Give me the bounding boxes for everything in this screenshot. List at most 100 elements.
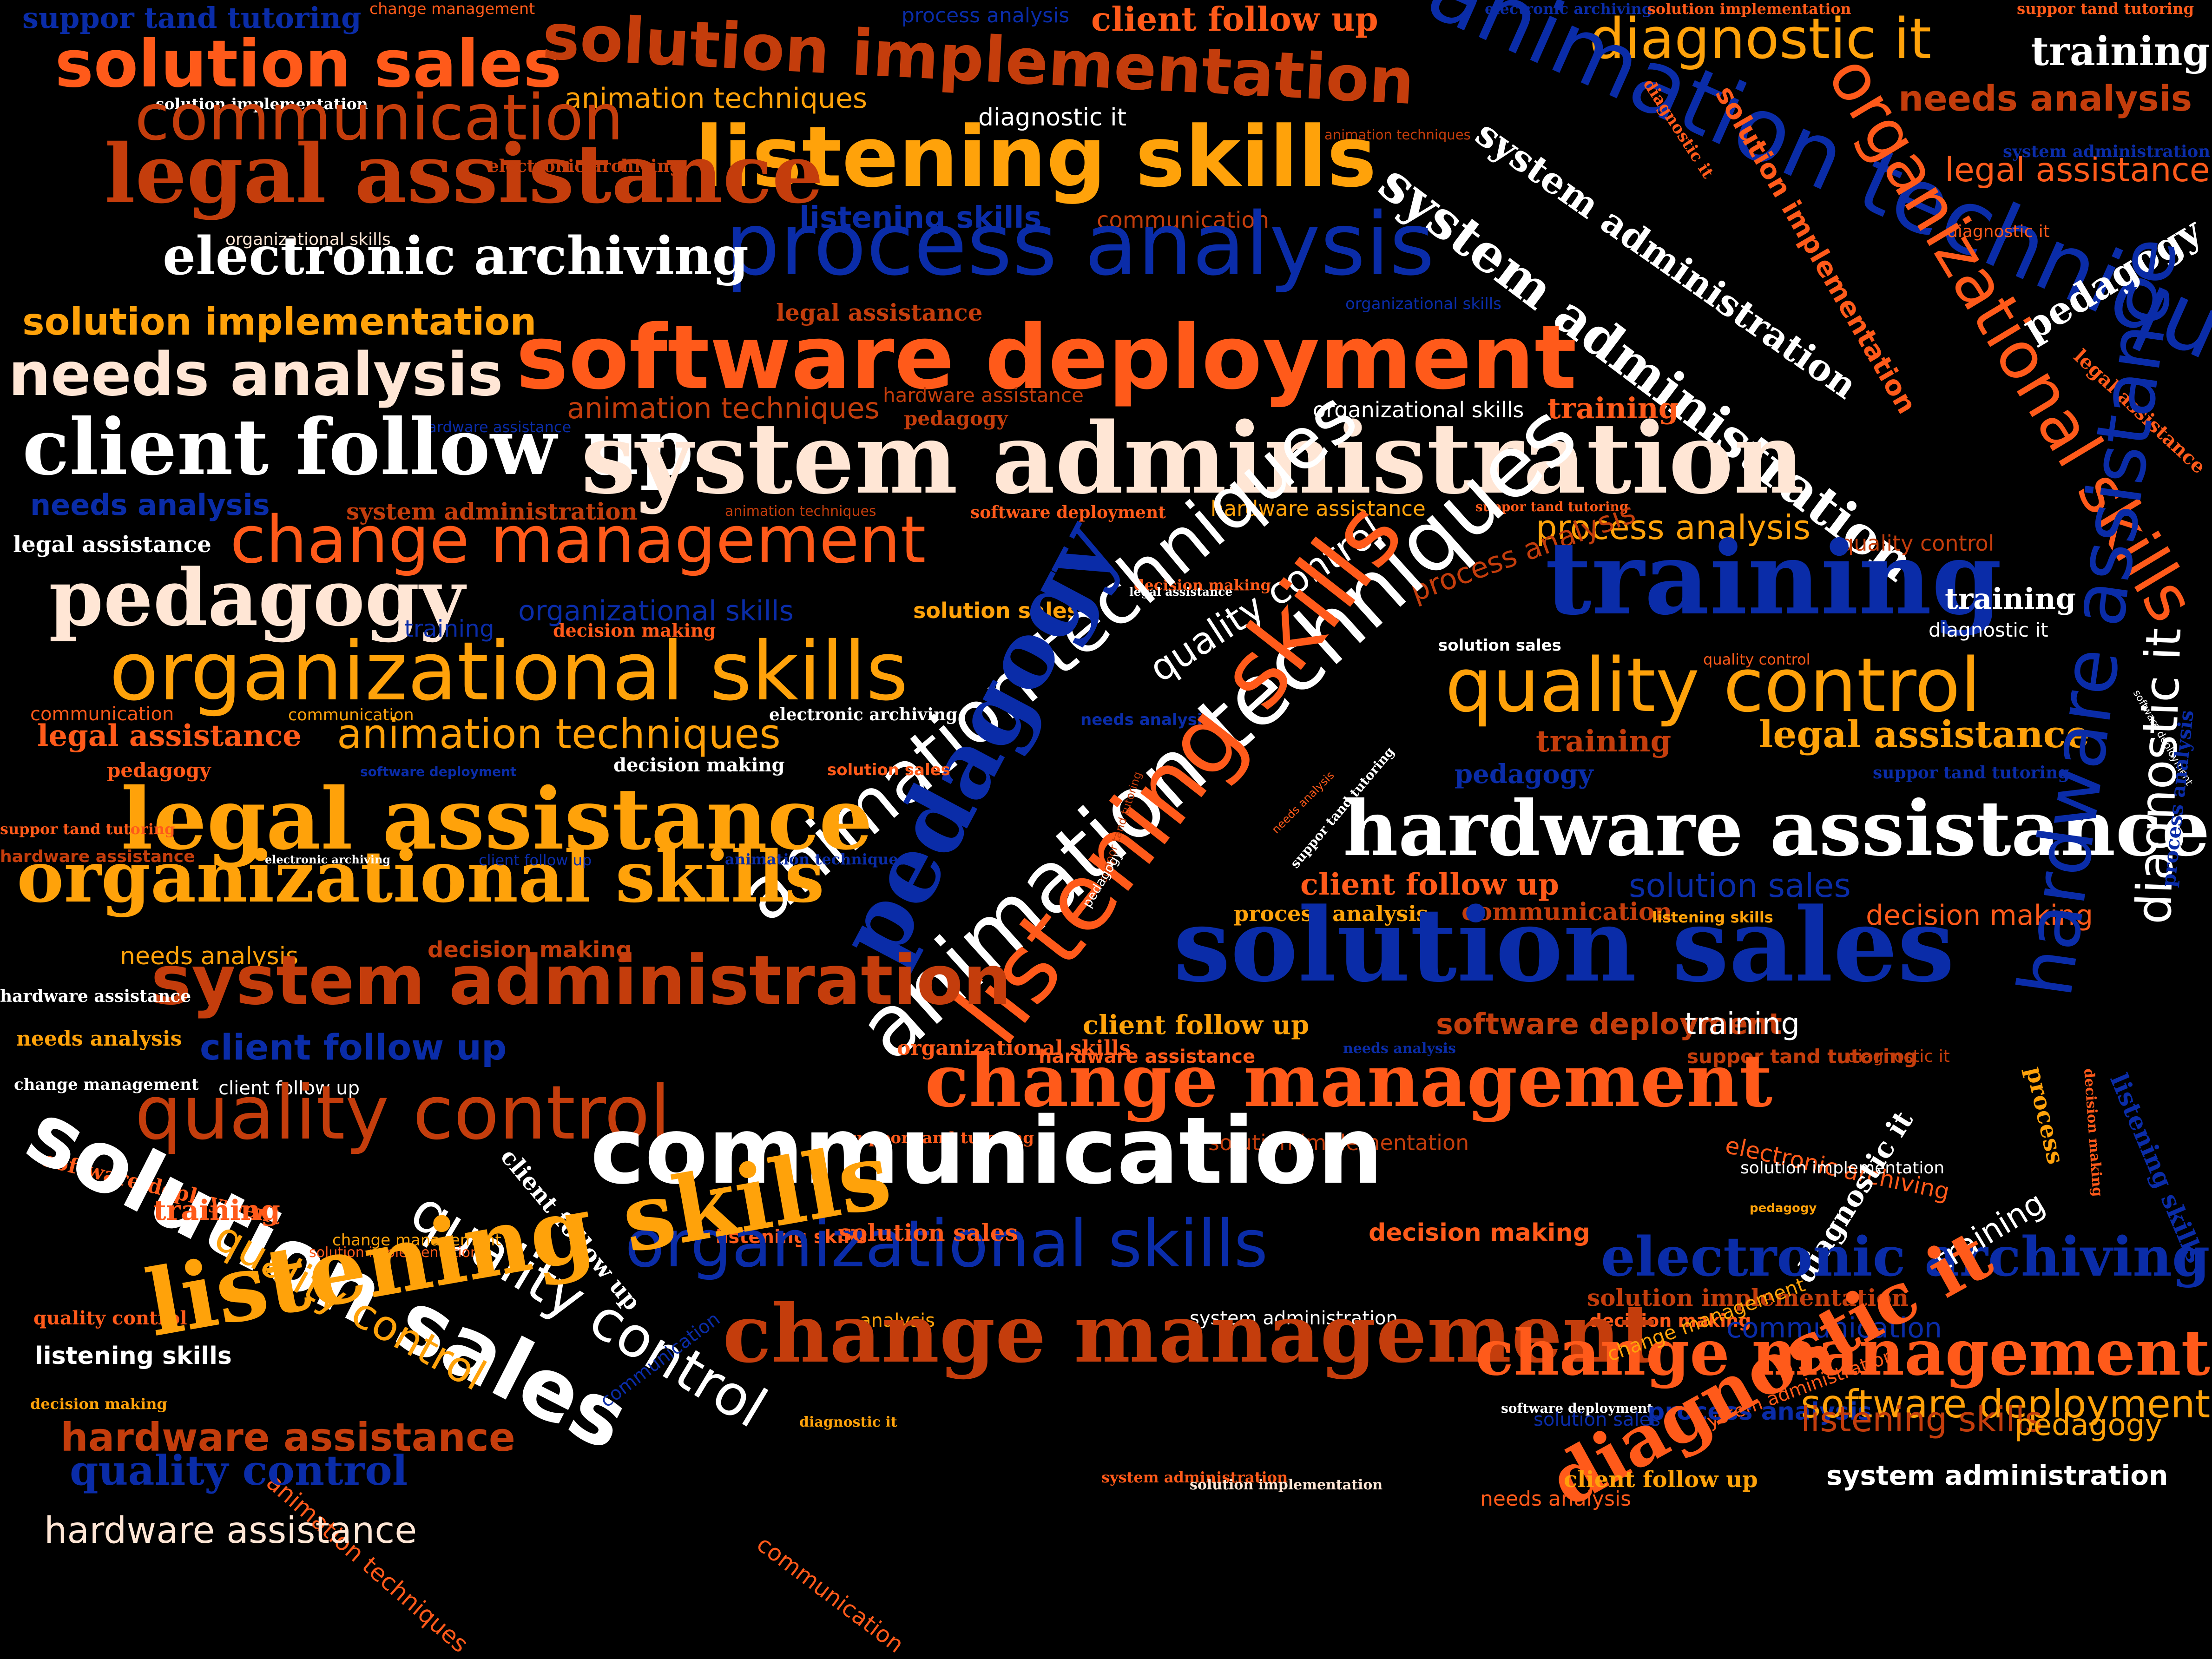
cloud-word: training (153, 1194, 280, 1227)
cloud-word: needs analysis (30, 488, 270, 522)
cloud-word: quality control (70, 1446, 408, 1494)
cloud-word: training (1536, 724, 1671, 759)
cloud-word: client follow up (22, 402, 693, 493)
cloud-word: client follow up (1091, 0, 1378, 39)
cloud-word: communication (1462, 898, 1672, 926)
cloud-word: suppor tand tutoring (1873, 763, 2070, 783)
cloud-word: pedagogy (904, 407, 1008, 430)
cloud-word: hardware assistance (1343, 784, 2210, 873)
cloud-word: process analysis (902, 4, 1069, 27)
cloud-word: decision making (1589, 1310, 1751, 1331)
cloud-word: legal assistance (105, 127, 823, 222)
cloud-word: needs analysis (1343, 1040, 1456, 1057)
cloud-word: solution sales (1629, 867, 1851, 905)
cloud-word: change management (14, 1075, 199, 1094)
cloud-word: legal assistance (1945, 151, 2210, 189)
cloud-word: system administration (346, 498, 638, 525)
cloud-word: listening skills (1652, 908, 1773, 926)
cloud-word: system administration (1826, 1460, 2168, 1491)
cloud-word: change management (723, 1286, 1657, 1381)
cloud-word: client follow up (479, 851, 592, 869)
cloud-word: system administration (1101, 1468, 1288, 1486)
cloud-word: organizational skills (518, 595, 794, 627)
cloud-word: hardware assistance (1211, 496, 1426, 521)
cloud-word: solution sales (913, 598, 1080, 623)
cloud-word: animation techniques (337, 710, 781, 758)
cloud-word: animation techniques (1324, 127, 1471, 143)
cloud-word: animation techniques (725, 850, 907, 868)
cloud-word: training (2031, 28, 2210, 74)
cloud-word: electronic archiving (769, 705, 957, 724)
cloud-word: needs analysis (1080, 711, 1212, 729)
cloud-word: solution implementation (1208, 1130, 1469, 1155)
cloud-word: decision making (1134, 576, 1271, 594)
cloud-word: change management (230, 502, 926, 578)
cloud-word: organizational skills (109, 625, 908, 719)
cloud-word: animation techniques (565, 82, 867, 115)
cloud-word: organizational skills (897, 1036, 1131, 1060)
cloud-word: pedagogy (49, 552, 467, 644)
cloud-word: solution sales (827, 761, 950, 779)
cloud-word: diagnostic it (1929, 619, 2048, 641)
cloud-word: legal assistance (1759, 712, 2089, 756)
cloud-word: hardware assistance (1039, 1046, 1255, 1067)
cloud-word: communication (1097, 207, 1269, 233)
cloud-word: communication (1726, 1312, 1942, 1344)
cloud-word: process analysis (1536, 508, 1810, 547)
cloud-word: training (404, 615, 494, 642)
cloud-word: legal assistance (121, 769, 873, 869)
cloud-word: decision making (1369, 1219, 1590, 1247)
cloud-word: quality control (135, 1069, 671, 1156)
cloud-word: hardware assistance (0, 987, 191, 1006)
cloud-word: needs analysis (1898, 78, 2192, 119)
cloud-word: diagnostic it (1589, 7, 1931, 72)
cloud-word: suppor tand tutoring (22, 1, 361, 35)
cloud-word: electronic archiving (1485, 0, 1652, 18)
cloud-word: training (1547, 391, 1679, 425)
cloud-word: listening skills (1801, 1400, 2043, 1440)
cloud-word: training (1545, 519, 2002, 637)
cloud-word: diagnostic it (799, 1414, 897, 1430)
cloud-word: system administration (2003, 142, 2210, 161)
cloud-word: decision making (428, 937, 632, 963)
cloud-word: pedagogy (1455, 759, 1594, 790)
cloud-word: solution implementation (156, 95, 368, 113)
cloud-word: software deployment (1801, 1382, 2210, 1427)
cloud-word: hardware assistance (44, 1510, 417, 1552)
cloud-word: software deployment (360, 764, 516, 779)
cloud-word: listening skills (716, 1226, 867, 1248)
cloud-word: software deployment (1436, 1007, 1782, 1041)
cloud-word: client follow up (1564, 1467, 1758, 1493)
cloud-word: system administration (581, 401, 1804, 516)
cloud-word: decision making (613, 754, 785, 776)
cloud-word: diagnostic it (2125, 627, 2192, 925)
cloud-word: hardware assistance (0, 847, 195, 866)
cloud-word: solution sales (1438, 636, 1561, 655)
cloud-word: needs analysis (120, 942, 298, 970)
cloud-word: training (1685, 1007, 1800, 1041)
cloud-word: quality control (1445, 642, 1981, 729)
cloud-word: quality control (1840, 531, 1994, 556)
cloud-word: solution implementation (1740, 1159, 1944, 1178)
cloud-word: change management (925, 1038, 1772, 1123)
cloud-word: software deployment (1501, 1401, 1653, 1416)
cloud-word: diagnostic it (1847, 1047, 1950, 1066)
cloud-word: communication (590, 1097, 1383, 1205)
cloud-word: diagnostic it (978, 104, 1126, 132)
cloud-word: change management (332, 1231, 501, 1250)
cloud-word: electronic archiving (163, 226, 749, 287)
cloud-word: pedagogy (1750, 1201, 1817, 1215)
cloud-word: electronic archiving (1601, 1225, 2210, 1289)
cloud-word: organizational skills (17, 835, 824, 918)
cloud-word: hardware assistance (418, 418, 571, 436)
cloud-word: analysis (860, 1310, 935, 1331)
cloud-word: system administration (151, 941, 1011, 1020)
cloud-word: needs analysis (1480, 1487, 1631, 1511)
cloud-word: process analysis (725, 194, 1435, 295)
cloud-word: change management (1475, 1316, 2210, 1389)
cloud-word: solution implementation (1587, 1284, 1909, 1311)
cloud-word: communication (30, 704, 174, 725)
cloud-word: solution implementation (1647, 0, 1851, 18)
